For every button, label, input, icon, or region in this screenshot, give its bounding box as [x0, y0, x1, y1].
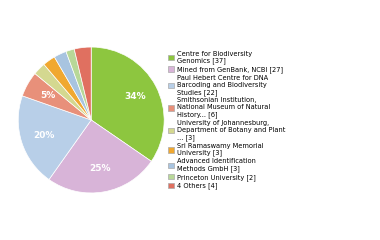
Text: 34%: 34%: [124, 92, 146, 101]
Wedge shape: [18, 96, 91, 180]
Wedge shape: [54, 52, 91, 120]
Text: 20%: 20%: [33, 131, 55, 139]
Wedge shape: [74, 47, 91, 120]
Text: 5%: 5%: [40, 91, 55, 100]
Text: 25%: 25%: [89, 164, 111, 173]
Wedge shape: [35, 64, 91, 120]
Wedge shape: [49, 120, 151, 193]
Legend: Centre for Biodiversity
Genomics [37], Mined from GenBank, NCBI [27], Paul Heber: Centre for Biodiversity Genomics [37], M…: [168, 51, 285, 189]
Wedge shape: [44, 57, 91, 120]
Wedge shape: [91, 47, 164, 161]
Wedge shape: [22, 73, 91, 120]
Wedge shape: [66, 49, 91, 120]
